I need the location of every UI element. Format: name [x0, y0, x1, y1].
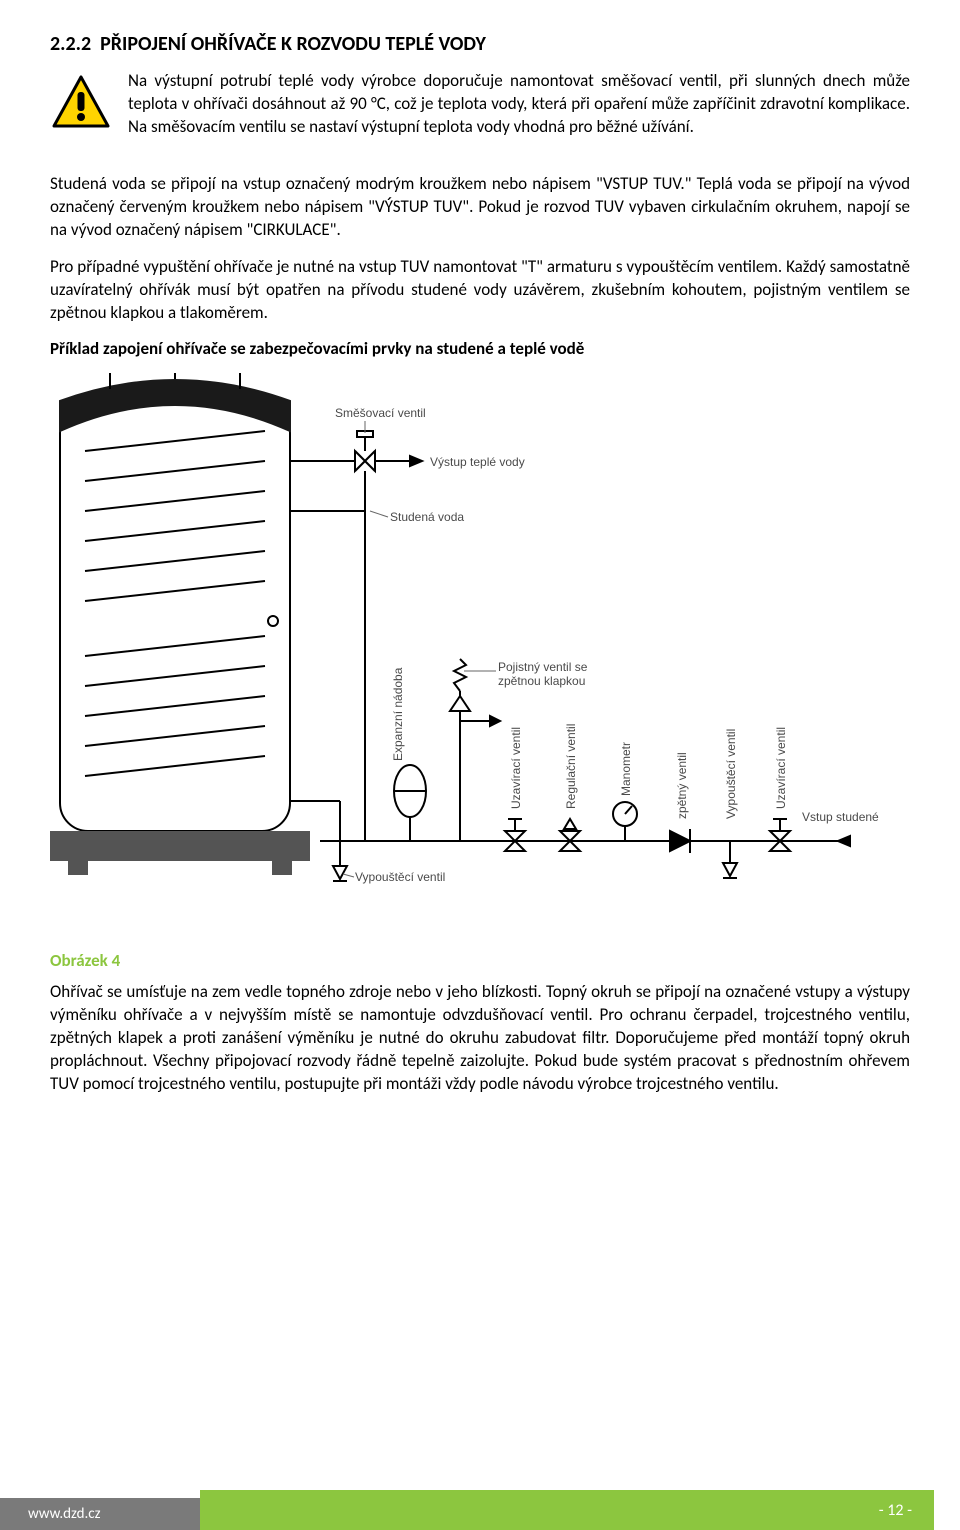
label-uzaviraci1: Uzavírací ventil: [509, 727, 523, 809]
label-smesovaci-ventil: Směšovací ventil: [335, 406, 426, 420]
label-pojistny1: Pojistný ventil se: [498, 660, 588, 674]
footer-green: - 12 -: [200, 1490, 934, 1530]
label-regulacni: Regulační ventil: [564, 724, 578, 809]
section-number: 2.2.2: [50, 32, 91, 56]
label-expanzni: Expanzní nádoba: [391, 668, 405, 762]
label-vypousteci: Vypouštěcí ventil: [355, 870, 445, 884]
label-pojistny2: zpětnou klapkou: [498, 674, 585, 688]
label-zpetny: zpětný ventil: [675, 753, 689, 820]
label-uzaviraci2: Uzavírací ventil: [774, 727, 788, 809]
warning-text: Na výstupní potrubí teplé vody výrobce d…: [128, 70, 910, 139]
paragraph-after: Ohřívač se umísťuje na zem vedle topného…: [50, 981, 910, 1096]
warning-icon: [50, 74, 112, 137]
label-manometr: Manometr: [619, 742, 633, 796]
page-footer: - 12 - www.dzd.cz: [0, 1476, 960, 1530]
page-number: - 12 -: [879, 1501, 912, 1520]
diagram: Směšovací ventil Výstup teplé vody Stude…: [50, 371, 910, 936]
section-heading: 2.2.2 PŘIPOJENÍ OHŘÍVAČE K ROZVODU TEPLÉ…: [50, 32, 910, 56]
footer-grey: www.dzd.cz: [0, 1498, 200, 1530]
figure-caption: Obrázek 4: [50, 950, 910, 971]
warning-block: Na výstupní potrubí teplé vody výrobce d…: [50, 70, 910, 139]
paragraph-3-bold: Příklad zapojení ohřívače se zabezpečova…: [50, 338, 910, 361]
label-vypousteci-v: Vypouštěcí ventil: [724, 729, 738, 819]
paragraph-2: Pro případné vypuštění ohřívače je nutné…: [50, 256, 910, 325]
label-vstup-studene: Vstup studené vody: [802, 810, 880, 824]
paragraph-1: Studená voda se připojí na vstup označen…: [50, 173, 910, 242]
label-studena-voda: Studená voda: [390, 510, 464, 524]
label-vystup-teple: Výstup teplé vody: [430, 455, 525, 469]
footer-url: www.dzd.cz: [28, 1505, 101, 1523]
section-title-text: PŘIPOJENÍ OHŘÍVAČE K ROZVODU TEPLÉ VODY: [100, 32, 486, 56]
